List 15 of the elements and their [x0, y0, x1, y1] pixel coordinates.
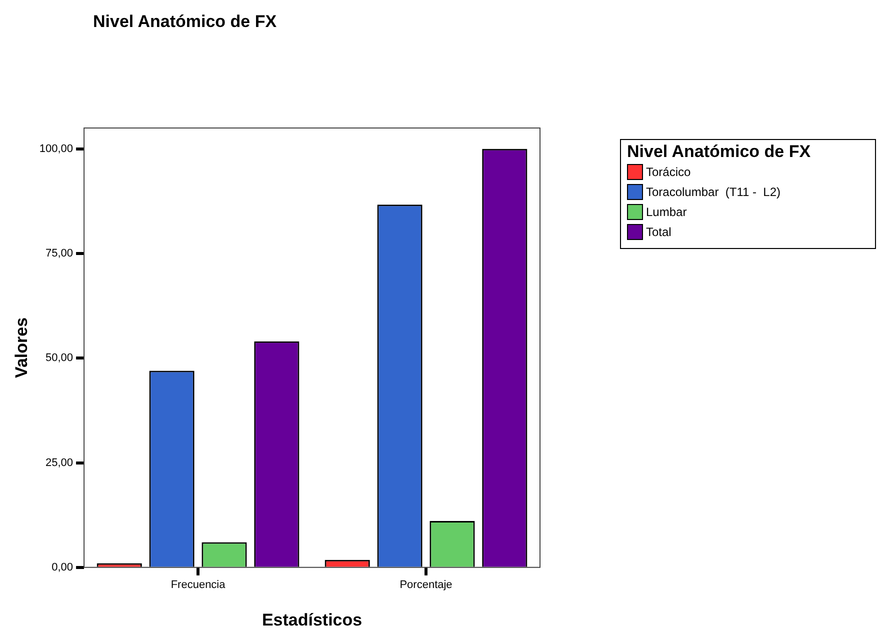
y-tick-label: 25,00 — [46, 456, 74, 469]
x-tick-label: Porcentaje — [400, 579, 452, 592]
y-tick-label: 50,00 — [46, 352, 74, 364]
x-tick-label: Frecuencia — [170, 579, 226, 592]
x-axis-title: Estadísticos — [262, 610, 362, 630]
y-tick-label: 75,00 — [46, 248, 74, 260]
legend-label: Torácico — [646, 165, 691, 179]
y-axis-title: Valores — [12, 317, 31, 378]
legend-label: Toracolumbar (T11 - L2) — [646, 185, 780, 199]
y-tick-label: 0,00 — [52, 561, 74, 574]
legend-label: Total — [646, 225, 672, 239]
legend-label: Lumbar — [646, 205, 687, 219]
legend-title: Nivel Anatómico de FX — [627, 142, 812, 162]
y-tick-label: 100,00 — [39, 142, 74, 155]
chart-title: Nivel Anatómico de FX — [93, 12, 277, 32]
